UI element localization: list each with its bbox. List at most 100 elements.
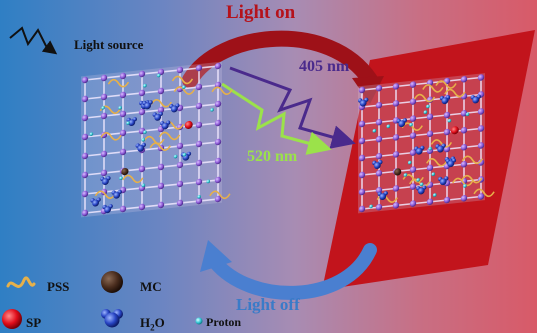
- network-node: [409, 98, 417, 105]
- network-node: [119, 110, 127, 118]
- network-node: [100, 93, 108, 101]
- network-node: [214, 195, 222, 203]
- pss-chain: [473, 188, 495, 198]
- network-node: [100, 74, 108, 82]
- network-node: [81, 152, 89, 160]
- network-node: [443, 196, 451, 204]
- pss-chain: [122, 174, 144, 184]
- network-node: [176, 66, 184, 74]
- light-source-label: Light source: [74, 37, 144, 52]
- light-off-arrow: [200, 240, 377, 300]
- network-node: [157, 182, 165, 190]
- network-node: [409, 183, 417, 190]
- proton: [426, 104, 430, 109]
- network-node: [375, 118, 383, 126]
- network-node: [195, 140, 203, 148]
- network-node: [477, 142, 485, 149]
- network-node: [138, 165, 146, 173]
- network-node: [477, 159, 485, 166]
- network-node: [375, 169, 383, 177]
- network-node: [176, 180, 184, 188]
- water-molecule: [470, 94, 481, 104]
- proton: [143, 130, 147, 134]
- pss-chain: [452, 177, 474, 187]
- network-node: [176, 199, 184, 207]
- legend-proton-label: Proton: [206, 315, 242, 329]
- network-node: [119, 91, 127, 99]
- network-node: [195, 178, 203, 186]
- network-node: [375, 84, 383, 92]
- proton: [463, 184, 467, 188]
- proton: [141, 183, 146, 188]
- network-node: [426, 113, 434, 121]
- network-node: [358, 188, 366, 196]
- green-light-ray: [221, 82, 332, 155]
- proton: [407, 160, 412, 165]
- network-node: [460, 161, 468, 168]
- network-node: [358, 154, 366, 162]
- network-node: [214, 157, 222, 165]
- network-node: [460, 195, 468, 202]
- network-node: [426, 130, 434, 138]
- legend-mc-icon: [101, 271, 123, 293]
- network-node: [460, 127, 468, 134]
- water-molecule: [396, 118, 408, 128]
- water-molecule: [100, 176, 111, 186]
- proton: [118, 105, 122, 110]
- network-node: [375, 203, 383, 211]
- network-node: [100, 112, 108, 120]
- network-node: [81, 209, 89, 217]
- proton: [173, 154, 178, 159]
- network-node: [375, 152, 383, 160]
- network-node: [81, 133, 89, 141]
- pss-chain: [211, 86, 233, 96]
- pss-chain: [422, 84, 444, 93]
- network-node: [138, 89, 146, 97]
- network-node: [119, 72, 127, 80]
- proton: [101, 106, 105, 110]
- network-node: [409, 200, 417, 207]
- water-molecule: [135, 142, 146, 152]
- network-node: [214, 176, 222, 184]
- water-molecule: [414, 145, 425, 155]
- pss-chain: [149, 142, 171, 151]
- water-molecule: [377, 191, 388, 201]
- water-molecule: [152, 111, 163, 121]
- proton: [416, 178, 420, 182]
- proton: [89, 132, 94, 136]
- network-node: [176, 142, 184, 150]
- water-molecule: [126, 117, 137, 127]
- network-node: [443, 128, 451, 136]
- legend-sp-icon: [2, 309, 22, 329]
- network-node: [138, 70, 146, 78]
- pss-chain: [143, 135, 165, 145]
- light-off-label: Light off: [236, 295, 300, 314]
- water-molecule: [90, 197, 101, 207]
- legend-sp-label: SP: [26, 315, 42, 330]
- network-node: [477, 74, 485, 81]
- network-node: [392, 83, 400, 90]
- network-node: [214, 138, 222, 146]
- water-molecule: [142, 100, 153, 110]
- network-node: [81, 76, 89, 84]
- legend-pss-label: PSS: [47, 279, 70, 294]
- network-node: [214, 119, 222, 127]
- network-node: [460, 110, 468, 117]
- network-node: [409, 149, 417, 156]
- proton: [119, 176, 123, 180]
- proton: [419, 182, 424, 187]
- network-node: [195, 83, 203, 91]
- network-node: [392, 185, 400, 192]
- network-node: [157, 201, 165, 209]
- network-node: [195, 159, 203, 167]
- water-molecule: [445, 158, 457, 168]
- water-molecule: [102, 204, 113, 214]
- pss-chain: [100, 132, 122, 141]
- pss-chain: [461, 174, 483, 184]
- network-node: [195, 64, 203, 72]
- network-node: [195, 121, 203, 129]
- network-node: [157, 106, 165, 114]
- proton: [182, 85, 186, 89]
- network-node: [157, 87, 165, 95]
- proton: [431, 172, 436, 177]
